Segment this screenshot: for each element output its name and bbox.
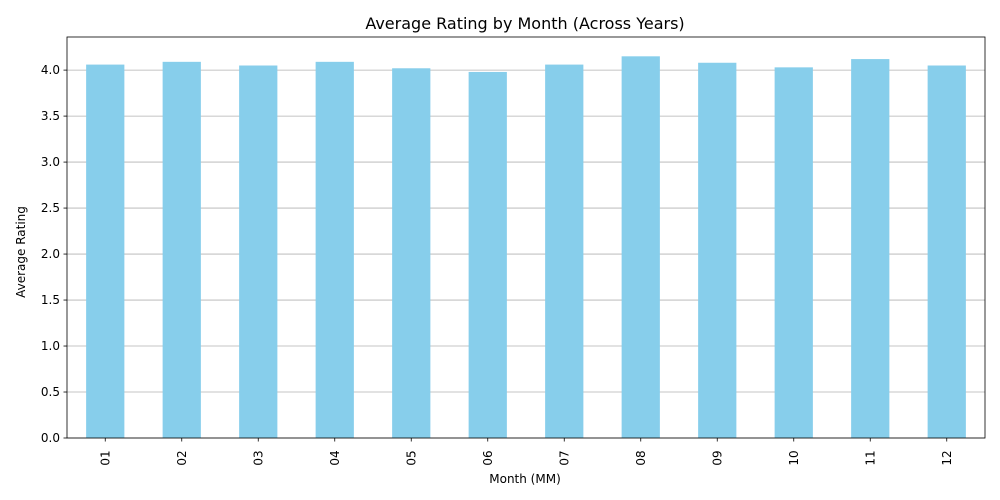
y-tick-label: 0.0 (41, 431, 60, 445)
x-axis-label: Month (MM) (489, 472, 561, 486)
x-tick-label: 12 (940, 450, 954, 465)
x-tick-label: 07 (557, 450, 571, 465)
bar-month-02 (162, 61, 201, 438)
axes-layer: 0.0 0.5 1.0 1.5 2.0 2.5 3.0 3.5 4.0 01 02 03 04 05 06 0… (41, 36, 986, 466)
y-tick-label: 0.5 (41, 385, 60, 399)
bar-month-03 (239, 65, 278, 438)
y-tick-label: 3.5 (41, 109, 60, 123)
y-axis-label: Average Rating (14, 206, 28, 298)
bar-month-10 (774, 67, 813, 438)
chart-title: Average Rating by Month (Across Years) (365, 14, 684, 33)
y-tick-label: 1.5 (41, 293, 60, 307)
x-tick-label: 06 (481, 450, 495, 465)
y-tick-label: 2.0 (41, 247, 60, 261)
grid-layer (67, 69, 985, 439)
x-tick-label: 09 (710, 450, 724, 465)
bar-month-07 (545, 64, 584, 439)
bars-layer (86, 56, 966, 439)
y-tick-label: 1.0 (41, 339, 60, 353)
y-tick-label: 4.0 (41, 63, 60, 77)
bar-month-06 (468, 71, 507, 439)
bar-month-09 (698, 62, 737, 439)
x-tick-label: 08 (634, 450, 648, 465)
bar-month-04 (315, 61, 354, 438)
y-tick-label: 3.0 (41, 155, 60, 169)
x-tick-label: 01 (98, 450, 112, 465)
bar-month-08 (621, 56, 660, 439)
x-tick-label: 04 (328, 450, 342, 465)
x-tick-label: 03 (251, 450, 265, 465)
y-tick-label: 2.5 (41, 201, 60, 215)
bar-month-05 (392, 68, 431, 439)
plot-frame (66, 36, 986, 439)
x-tick-label: 11 (863, 450, 877, 465)
bar-month-01 (86, 64, 125, 439)
bar-month-11 (851, 59, 890, 438)
x-tick-label: 02 (175, 450, 189, 465)
x-tick-label: 10 (787, 450, 801, 465)
bar-month-12 (927, 65, 966, 438)
x-tick-label: 05 (404, 450, 418, 465)
